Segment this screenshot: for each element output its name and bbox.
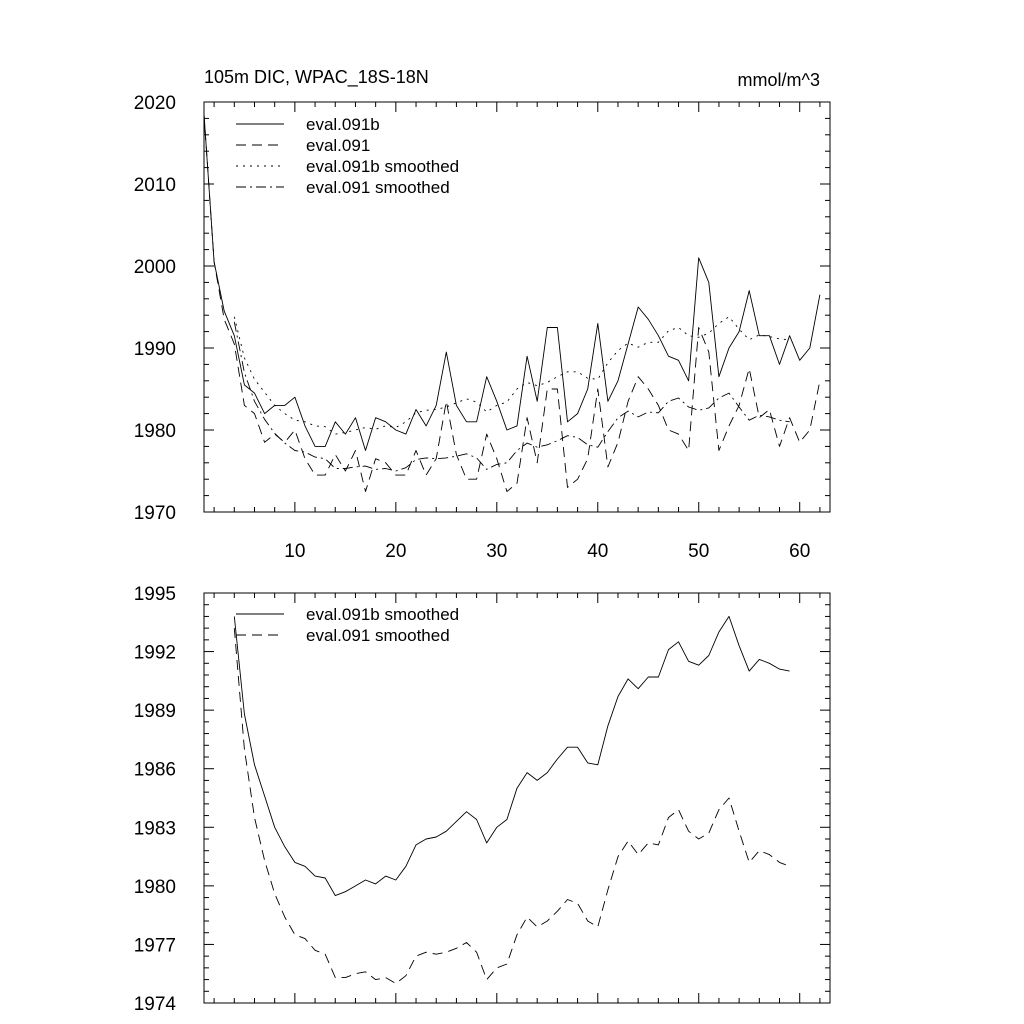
series-line-eval-091b bbox=[203, 114, 821, 451]
legend-label: eval.091b bbox=[306, 115, 380, 134]
y-tick-label: 2010 bbox=[134, 175, 176, 196]
series-line-eval-091-smoothed bbox=[233, 321, 790, 472]
series-line-eval-091-smoothed bbox=[233, 628, 790, 984]
y-tick-label: 1989 bbox=[134, 701, 176, 722]
legend-label: eval.091 smoothed bbox=[306, 626, 450, 645]
bottom-chart-panel: 1974 1977 1980 1983 1986 1989 1992 1995 eval.09… bbox=[134, 584, 831, 1015]
x-tick-label: 40 bbox=[587, 541, 608, 562]
chart-title: 105m DIC, WPAC_18S-18N bbox=[204, 67, 429, 88]
y-tick-label: 1992 bbox=[134, 643, 176, 664]
bottom-series bbox=[233, 615, 790, 984]
x-tick-label: 10 bbox=[284, 541, 305, 562]
bottom-legend: eval.091b smoothed eval.091 smoothed bbox=[236, 605, 459, 645]
top-axes: 10 20 30 40 50 60 1970 1980 1990 2000 2010 2020 bbox=[134, 93, 831, 562]
y-tick-label: 2020 bbox=[134, 93, 176, 114]
legend-label: eval.091 bbox=[306, 136, 370, 155]
y-tick-label: 1970 bbox=[134, 503, 176, 524]
y-tick-label: 1980 bbox=[134, 421, 176, 442]
legend-label: eval.091b smoothed bbox=[306, 157, 459, 176]
series-line-eval-091 bbox=[203, 114, 821, 492]
y-tick-label: 1983 bbox=[134, 818, 176, 839]
legend-label: eval.091 smoothed bbox=[306, 178, 450, 197]
x-tick-label: 30 bbox=[486, 541, 507, 562]
top-legend: eval.091b eval.091 eval.091b smoothed eval.… bbox=[236, 115, 459, 197]
legend-label: eval.091b smoothed bbox=[306, 605, 459, 624]
y-tick-label: 2000 bbox=[134, 257, 176, 278]
y-tick-label: 1977 bbox=[134, 935, 176, 956]
series-line-eval-091b-smoothed bbox=[233, 615, 790, 897]
y-tick-label: 1974 bbox=[134, 994, 177, 1015]
y-tick-label: 1986 bbox=[134, 760, 176, 781]
y-tick-label: 1995 bbox=[134, 584, 176, 605]
x-tick-label: 60 bbox=[789, 541, 810, 562]
x-tick-label: 50 bbox=[688, 541, 709, 562]
top-chart-panel: 105m DIC, WPAC_18S-18N mmol/m^3 10 20 30 40… bbox=[134, 67, 831, 562]
y-tick-label: 1990 bbox=[134, 339, 176, 360]
bottom-axes: 1974 1977 1980 1983 1986 1989 1992 1995 bbox=[134, 584, 831, 1015]
x-tick-label: 20 bbox=[385, 541, 406, 562]
units-label: mmol/m^3 bbox=[738, 70, 820, 90]
y-tick-label: 1980 bbox=[134, 877, 176, 898]
top-series bbox=[203, 114, 821, 492]
